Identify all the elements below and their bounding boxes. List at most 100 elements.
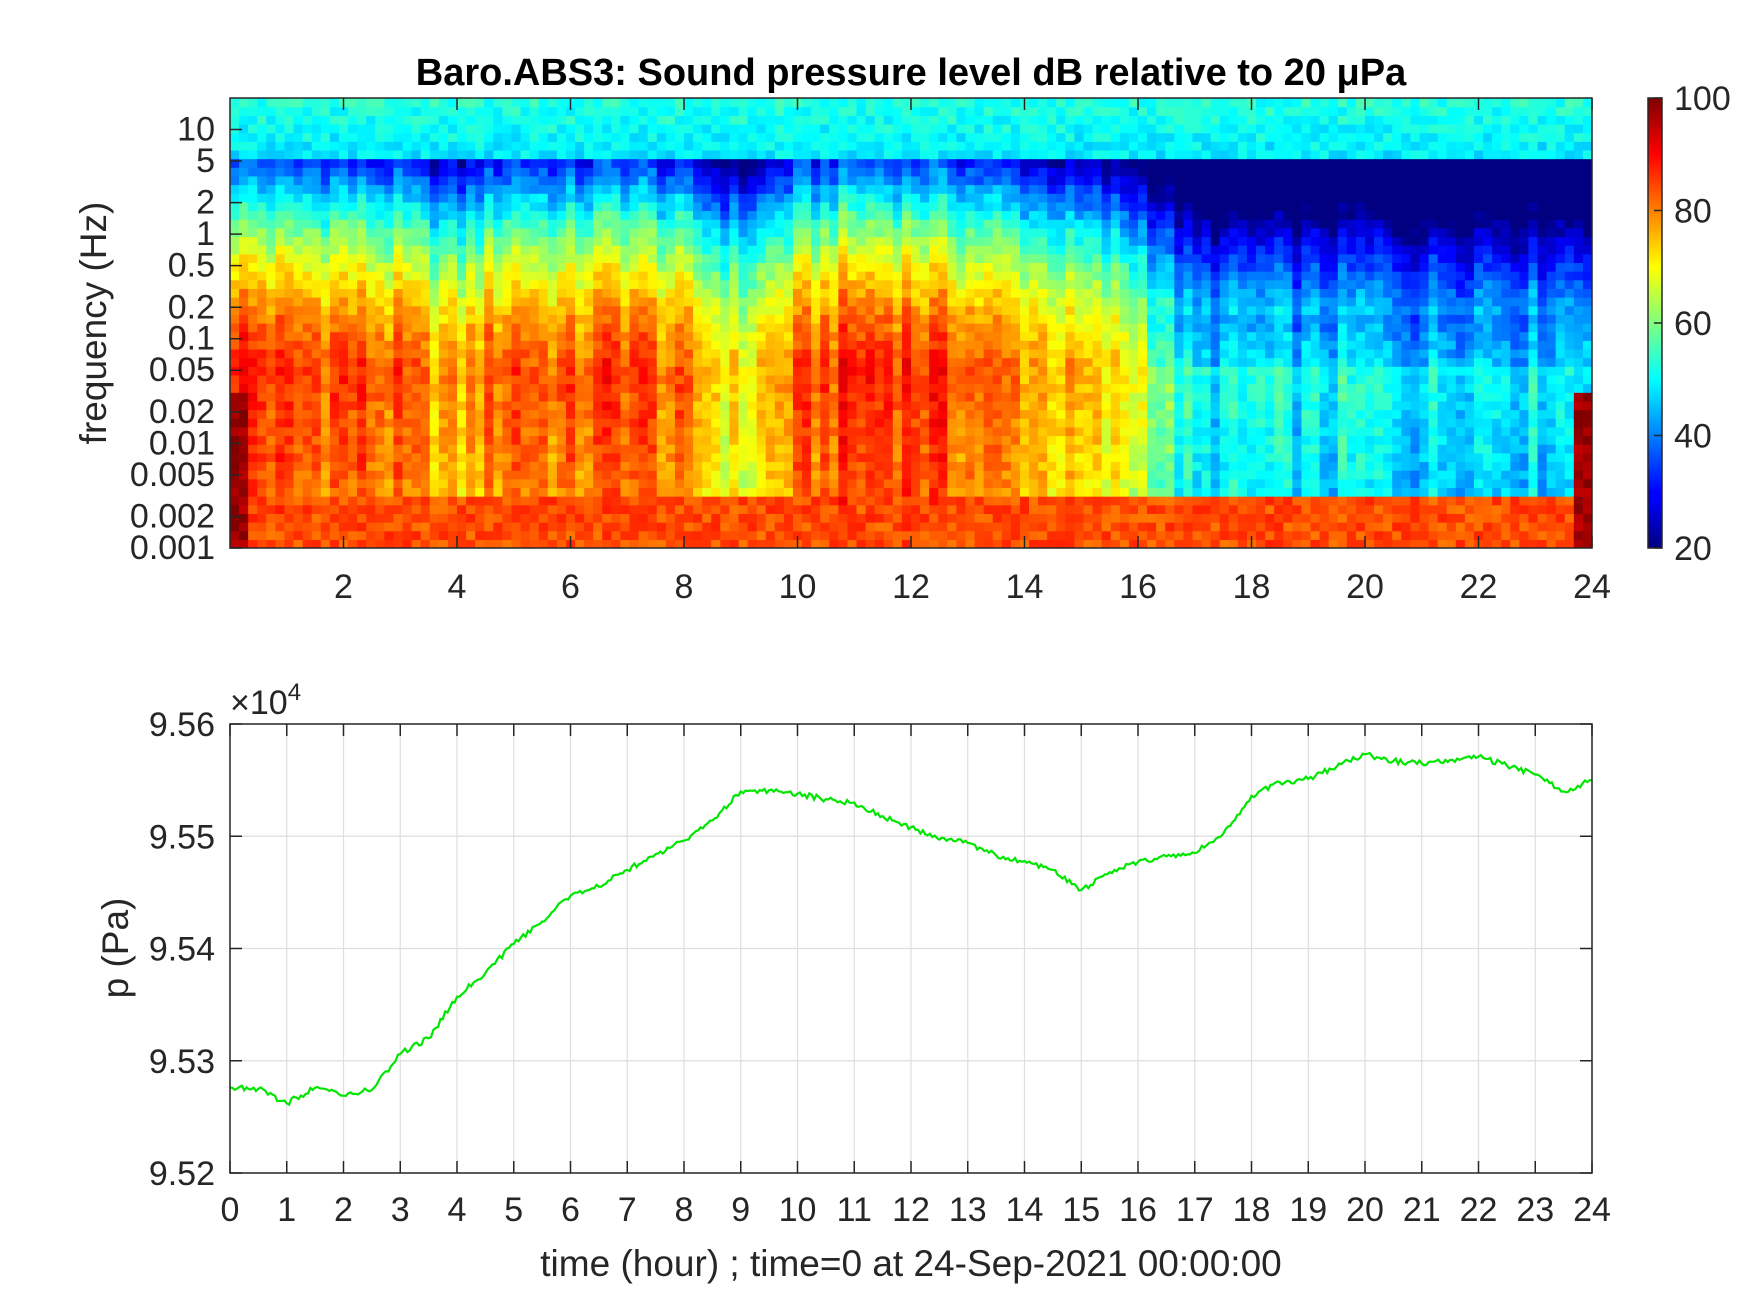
heatmap-cell xyxy=(384,522,395,532)
heatmap-cell xyxy=(457,374,467,385)
heatmap-cell xyxy=(865,418,876,428)
heatmap-cell xyxy=(575,288,585,298)
heatmap-cell xyxy=(429,271,440,281)
heatmap-cell xyxy=(320,123,331,134)
heatmap-cell xyxy=(602,426,612,437)
heatmap-cell xyxy=(865,409,876,419)
heatmap-cell xyxy=(1019,175,1030,186)
heatmap-cell xyxy=(538,348,549,359)
heatmap-cell xyxy=(856,279,867,289)
heatmap-cell xyxy=(593,236,603,246)
heatmap-cell xyxy=(856,141,867,151)
heatmap-cell xyxy=(720,123,730,134)
heatmap-cell xyxy=(1092,149,1103,160)
heatmap-cell xyxy=(357,167,367,177)
heatmap-cell xyxy=(774,253,785,264)
heatmap-cell xyxy=(230,141,240,151)
heatmap-cell xyxy=(556,400,567,411)
heatmap-cell xyxy=(1056,123,1066,134)
heatmap-cell xyxy=(647,496,658,506)
heatmap-cell xyxy=(384,478,395,489)
heatmap-cell xyxy=(565,227,576,238)
heatmap-cell xyxy=(248,366,258,376)
heatmap-cell xyxy=(620,288,631,298)
heatmap-cell xyxy=(338,366,349,376)
heatmap-cell xyxy=(729,418,740,428)
heatmap-cell xyxy=(774,504,785,514)
heatmap-cell xyxy=(475,149,485,160)
heatmap-cell xyxy=(974,409,985,419)
heatmap-cell xyxy=(429,383,440,393)
heatmap-cell xyxy=(847,123,858,134)
heatmap-cell xyxy=(929,297,939,307)
heatmap-cell xyxy=(484,452,494,463)
heatmap-cell xyxy=(402,106,413,116)
heatmap-cell xyxy=(311,184,322,194)
heatmap-cell xyxy=(411,400,422,411)
heatmap-cell xyxy=(947,193,957,203)
heatmap-cell xyxy=(647,435,658,445)
heatmap-cell xyxy=(438,201,449,212)
heatmap-cell xyxy=(874,487,885,497)
heatmap-cell xyxy=(429,470,440,480)
heatmap-cell xyxy=(756,262,767,272)
heatmap-cell xyxy=(665,184,676,194)
heatmap-cell xyxy=(911,132,921,142)
heatmap-cell xyxy=(493,297,503,307)
heatmap-cell xyxy=(774,271,785,281)
heatmap-cell xyxy=(375,461,385,471)
heatmap-cell xyxy=(484,297,494,307)
heatmap-cell xyxy=(992,262,1003,272)
heatmap-cell xyxy=(1010,132,1021,142)
heatmap-cell xyxy=(320,314,331,324)
heatmap-cell xyxy=(711,305,721,315)
heatmap-cell xyxy=(629,444,640,454)
heatmap-cell xyxy=(901,297,912,307)
heatmap-cell xyxy=(947,210,957,220)
heatmap-cell xyxy=(402,409,413,419)
heatmap-cell xyxy=(702,210,712,220)
heatmap-cell xyxy=(248,444,258,454)
heatmap-cell xyxy=(593,262,603,272)
heatmap-cell xyxy=(747,98,758,108)
heatmap-cell xyxy=(293,504,304,514)
heatmap-cell xyxy=(856,331,867,341)
heatmap-cell xyxy=(774,167,785,177)
heatmap-cell xyxy=(384,409,395,419)
heatmap-cell xyxy=(502,236,513,246)
heatmap-cell xyxy=(357,201,367,212)
heatmap-cell xyxy=(883,201,894,212)
heatmap-cell xyxy=(266,297,276,307)
heatmap-cell xyxy=(275,366,286,376)
heatmap-cell xyxy=(556,478,567,489)
heatmap-cell xyxy=(411,175,422,186)
heatmap-cell xyxy=(248,426,258,437)
heatmap-cell xyxy=(1019,141,1030,151)
heatmap-cell xyxy=(956,98,967,108)
heatmap-cell xyxy=(593,426,603,437)
heatmap-cell xyxy=(729,201,740,212)
heatmap-cell xyxy=(929,487,939,497)
heatmap-cell xyxy=(1092,374,1103,385)
heatmap-cell xyxy=(1056,227,1066,238)
heatmap-cell xyxy=(484,271,494,281)
heatmap-cell xyxy=(811,426,821,437)
heatmap-cell xyxy=(992,400,1003,411)
heatmap-cell xyxy=(638,288,649,298)
heatmap-cell xyxy=(629,184,640,194)
heatmap-cell xyxy=(575,227,585,238)
heatmap-cell xyxy=(311,227,322,238)
heatmap-cell xyxy=(638,522,649,532)
heatmap-cell xyxy=(829,470,839,480)
heatmap-cell xyxy=(765,271,776,281)
heatmap-cell xyxy=(311,193,322,203)
heatmap-cell xyxy=(529,210,540,220)
heatmap-cell xyxy=(520,132,531,142)
heatmap-cell xyxy=(1010,348,1021,359)
heatmap-cell xyxy=(901,245,912,255)
heatmap-cell xyxy=(402,522,413,532)
heatmap-cell xyxy=(747,478,758,489)
heatmap-cell xyxy=(302,348,313,359)
heatmap-cell xyxy=(956,357,967,367)
heatmap-cell xyxy=(638,123,649,134)
